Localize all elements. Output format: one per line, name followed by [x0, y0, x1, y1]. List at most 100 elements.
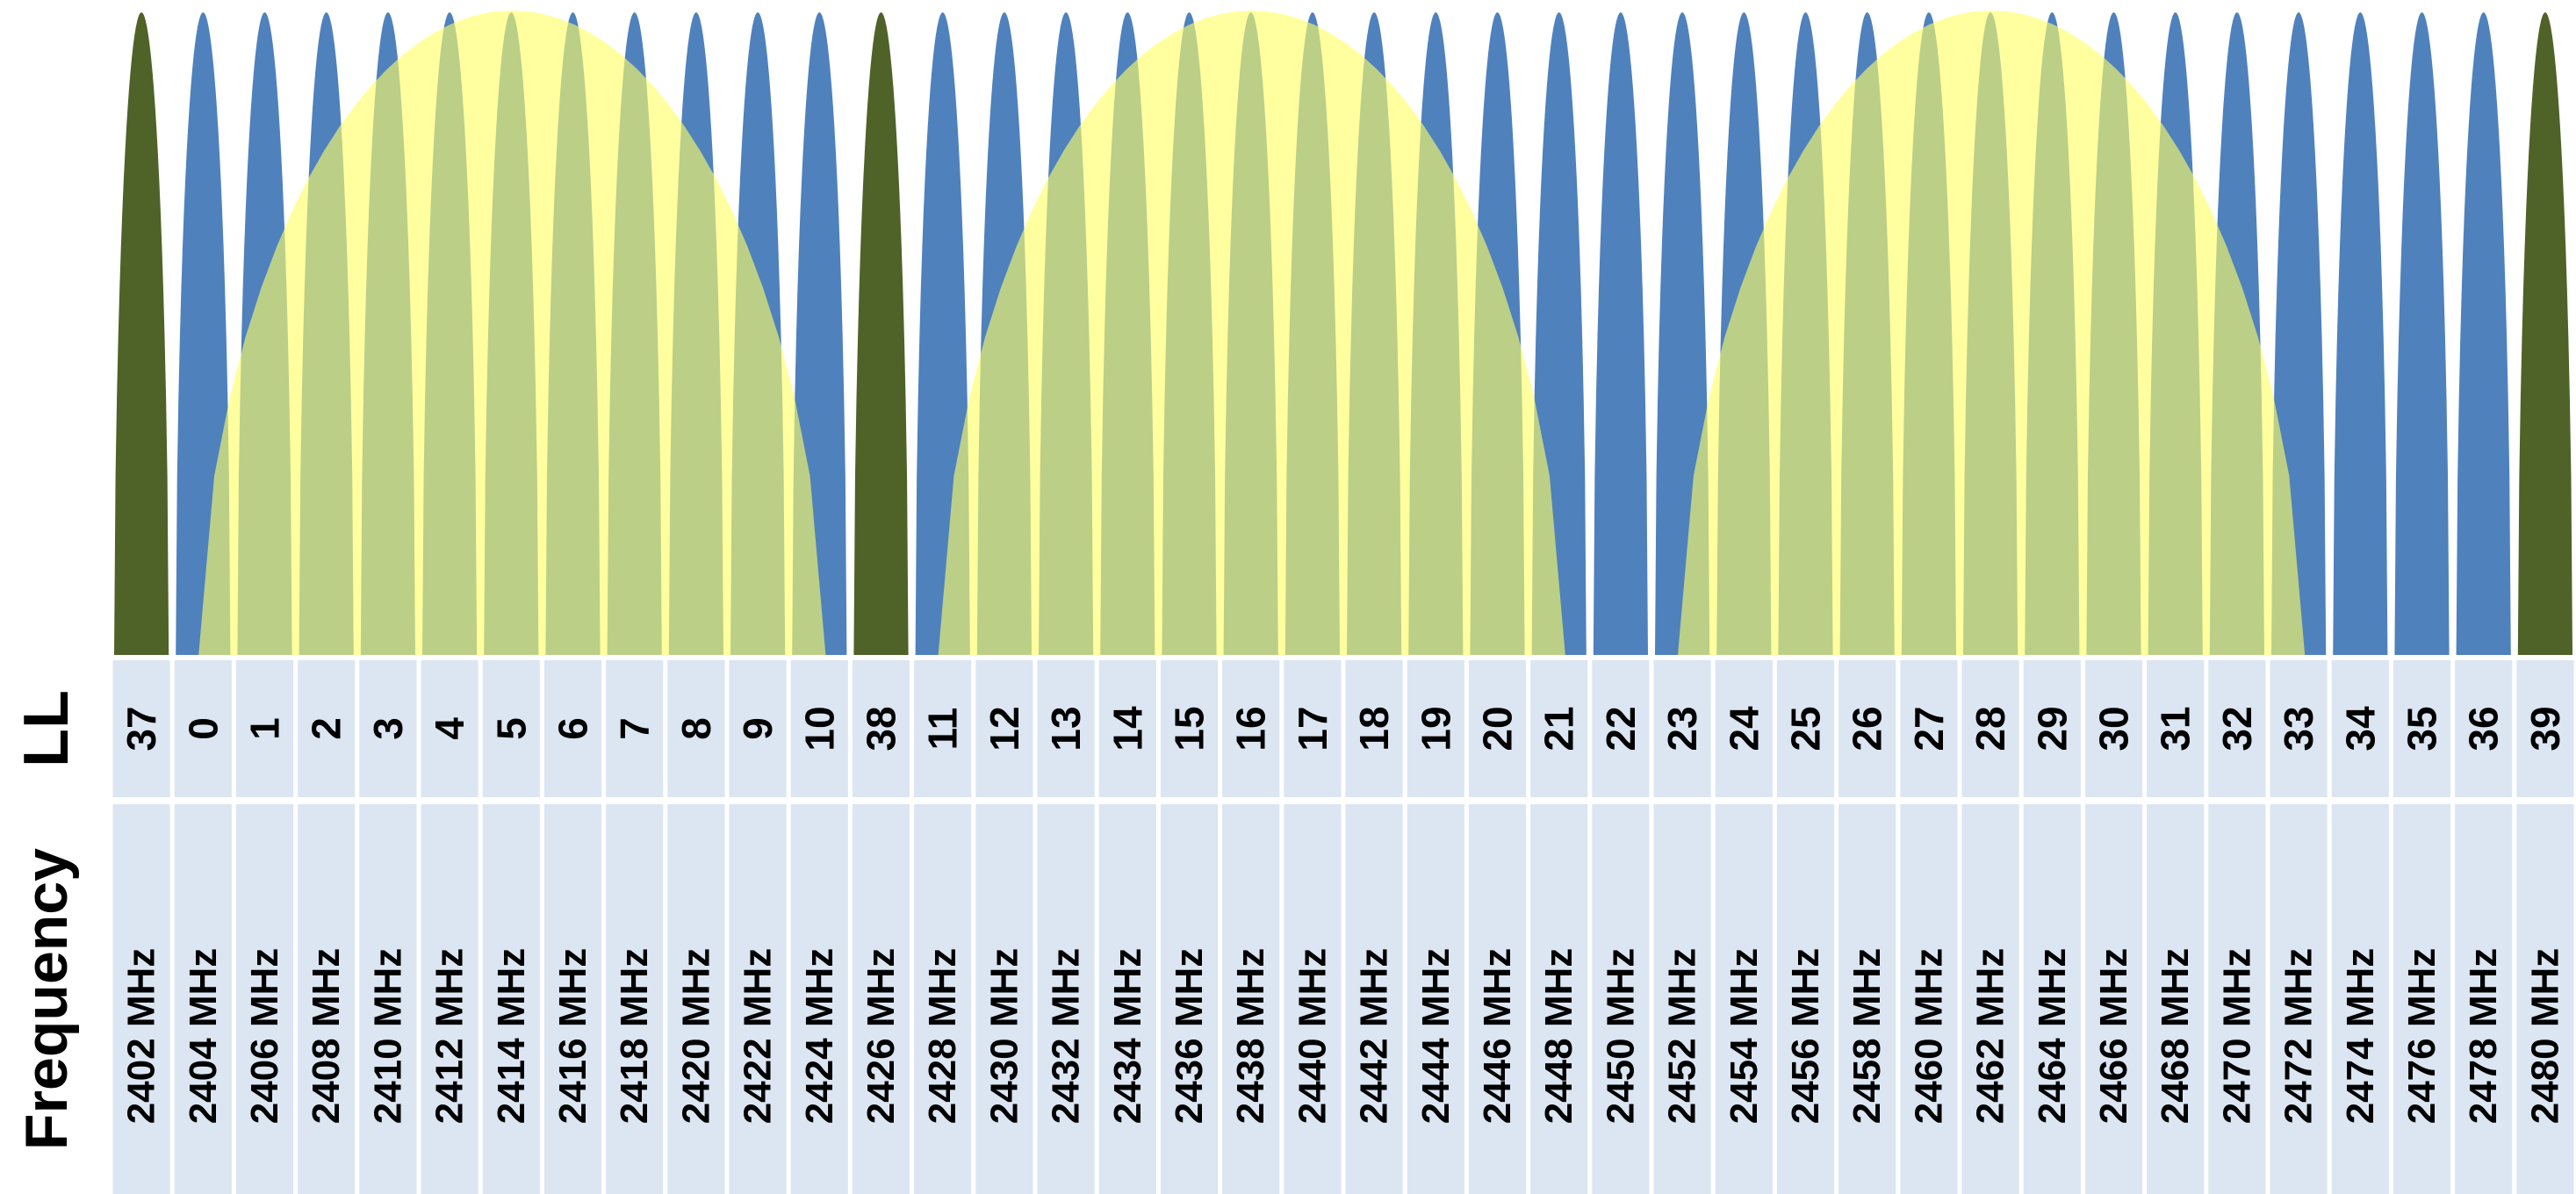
ll-number-18: 18 — [1351, 706, 1397, 751]
advertising-channel-peak-38 — [853, 12, 909, 655]
ll-cell-29 — [2023, 660, 2081, 797]
frequency-text-18: 2442 MHz — [1353, 948, 1396, 1125]
ll-number-35: 35 — [2400, 706, 2445, 751]
ll-cell-33 — [2270, 660, 2328, 797]
ll-cell-26 — [1838, 660, 1896, 797]
frequency-text-14: 2434 MHz — [1106, 948, 1149, 1125]
frequency-text-37: 2402 MHz — [120, 948, 163, 1125]
frequency-text-29: 2464 MHz — [2031, 948, 2074, 1125]
frequency-text-10: 2424 MHz — [798, 948, 841, 1125]
ll-cell-37 — [112, 660, 170, 797]
ll-number-7: 7 — [612, 717, 658, 740]
frequency-text-36: 2478 MHz — [2462, 948, 2505, 1125]
frequency-cell-10 — [790, 804, 848, 1194]
ll-cell-31 — [2147, 660, 2205, 797]
ll-cell-16 — [1222, 660, 1280, 797]
frequency-text-9: 2422 MHz — [737, 948, 780, 1125]
frequency-text-25: 2456 MHz — [1784, 948, 1827, 1125]
ll-cell-23 — [1653, 660, 1711, 797]
frequency-cell-18 — [1345, 804, 1403, 1194]
ll-cell-17 — [1284, 660, 1342, 797]
ll-cell-30 — [2084, 660, 2143, 797]
frequency-text-20: 2446 MHz — [1476, 948, 1519, 1125]
frequency-text-23: 2452 MHz — [1661, 948, 1704, 1125]
ll-number-0: 0 — [180, 717, 226, 740]
frequency-text-12: 2430 MHz — [982, 948, 1025, 1125]
frequency-cell-31 — [2147, 804, 2205, 1194]
ll-number-11: 11 — [920, 708, 966, 751]
ll-number-17: 17 — [1290, 706, 1335, 751]
frequency-cell-32 — [2208, 804, 2266, 1194]
frequency-text-24: 2454 MHz — [1723, 948, 1766, 1125]
ll-cell-9 — [729, 660, 787, 797]
frequency-cell-14 — [1098, 804, 1156, 1194]
frequency-cell-23 — [1653, 804, 1711, 1194]
frequency-text-22: 2450 MHz — [1599, 948, 1642, 1125]
frequency-cell-22 — [1592, 804, 1650, 1194]
frequency-text-34: 2474 MHz — [2339, 948, 2382, 1125]
ll-number-25: 25 — [1783, 706, 1829, 751]
frequency-cell-2 — [298, 804, 356, 1194]
ll-number-28: 28 — [1968, 706, 2013, 751]
frequency-text-35: 2476 MHz — [2400, 948, 2443, 1125]
frequency-cell-6 — [543, 804, 602, 1194]
ll-cell-4 — [421, 660, 479, 797]
ll-cell-34 — [2331, 660, 2389, 797]
frequency-text-39: 2480 MHz — [2523, 948, 2566, 1125]
frequency-cell-1 — [235, 804, 294, 1194]
ll-cell-28 — [1961, 660, 2019, 797]
frequency-text-33: 2472 MHz — [2277, 948, 2321, 1125]
ll-cell-2 — [298, 660, 356, 797]
frequency-cell-29 — [2023, 804, 2081, 1194]
frequency-cell-38 — [852, 804, 910, 1194]
ll-cell-36 — [2455, 660, 2513, 797]
frequency-text-13: 2432 MHz — [1045, 948, 1088, 1125]
frequency-text-11: 2428 MHz — [921, 948, 964, 1125]
frequency-cell-28 — [1961, 804, 2019, 1194]
frequency-text-21: 2448 MHz — [1537, 948, 1580, 1125]
ll-number-10: 10 — [796, 706, 842, 751]
ll-number-2: 2 — [304, 717, 349, 740]
overlay-envelope-3 — [1678, 11, 2306, 655]
frequency-cell-9 — [729, 804, 787, 1194]
data-channel-peak-22 — [1593, 12, 1648, 655]
frequency-cell-25 — [1776, 804, 1835, 1194]
ll-number-24: 24 — [1721, 706, 1767, 752]
frequency-cell-34 — [2331, 804, 2389, 1194]
ll-cell-5 — [482, 660, 540, 797]
frequency-cell-20 — [1468, 804, 1527, 1194]
ll-number-33: 33 — [2276, 706, 2321, 751]
ll-cell-0 — [174, 660, 232, 797]
frequency-text-31: 2468 MHz — [2154, 948, 2197, 1125]
frequency-text-19: 2444 MHz — [1414, 948, 1457, 1125]
ll-cell-20 — [1468, 660, 1527, 797]
ll-number-30: 30 — [2091, 706, 2137, 751]
ll-cell-12 — [975, 660, 1033, 797]
frequency-text-15: 2436 MHz — [1168, 948, 1211, 1125]
ll-cell-1 — [235, 660, 294, 797]
frequency-text-28: 2462 MHz — [1969, 948, 2012, 1125]
data-channel-peak-36 — [2456, 12, 2511, 655]
ll-cell-6 — [543, 660, 602, 797]
frequency-text-7: 2418 MHz — [613, 948, 656, 1125]
frequency-cell-39 — [2516, 804, 2574, 1194]
frequency-cell-4 — [421, 804, 479, 1194]
ll-number-34: 34 — [2337, 706, 2383, 752]
ll-cell-24 — [1715, 660, 1773, 797]
frequency-cell-7 — [606, 804, 664, 1194]
frequency-text-4: 2412 MHz — [428, 948, 471, 1125]
ll-cell-22 — [1592, 660, 1650, 797]
ll-cell-13 — [1037, 660, 1095, 797]
ll-number-14: 14 — [1105, 706, 1150, 752]
frequency-text-2: 2408 MHz — [305, 948, 348, 1125]
ll-number-16: 16 — [1228, 706, 1274, 751]
ll-cell-18 — [1345, 660, 1403, 797]
ll-number-12: 12 — [982, 706, 1027, 751]
ll-cell-3 — [359, 660, 417, 797]
frequency-cell-0 — [174, 804, 232, 1194]
advertising-channel-peak-37 — [114, 12, 169, 655]
overlay-envelope-1 — [198, 11, 826, 655]
ll-cell-39 — [2516, 660, 2574, 797]
ll-number-1: 1 — [242, 717, 288, 740]
